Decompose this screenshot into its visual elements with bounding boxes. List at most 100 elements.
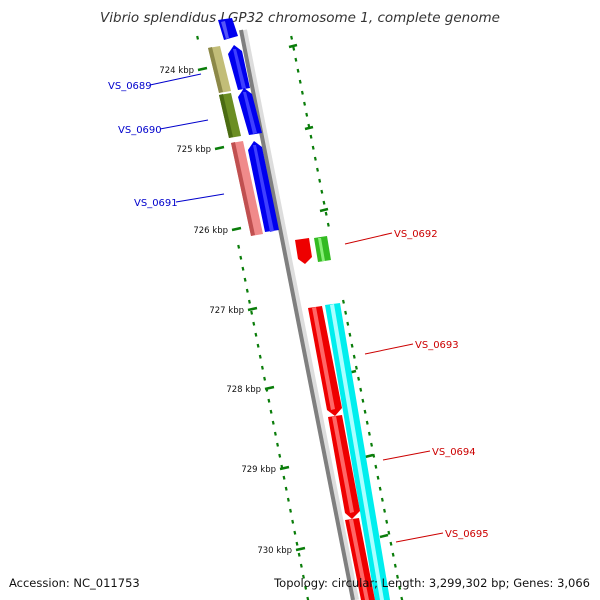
tick-dot <box>370 442 374 447</box>
tick-dot <box>295 541 299 546</box>
tick-dot <box>311 145 315 150</box>
tick-dot <box>276 442 280 447</box>
tick-dot <box>252 321 256 326</box>
gene-block-olive-shade <box>219 94 233 138</box>
kbp-ticks: 724 kbp 725 kbp 726 kbp 727 kbp 728 kbp 729 k… <box>159 43 389 556</box>
tick-dot <box>284 486 288 491</box>
tick-dot <box>380 497 384 502</box>
tick-dot <box>286 497 290 502</box>
backbone-shadow <box>241 29 359 600</box>
tick-dot <box>294 57 298 62</box>
gene-label-vs-0692[interactable]: VS_0692 <box>394 229 438 240</box>
tick-dot <box>354 365 358 370</box>
kbp-tick-mark <box>214 145 225 151</box>
tick-dot <box>387 530 391 535</box>
gene-leader-line <box>344 232 393 245</box>
map-title: Vibrio splendidus LGP32 chromosome 1, co… <box>100 10 500 26</box>
tick-dot <box>361 398 365 403</box>
gene-block-khaki-shade <box>208 47 223 93</box>
tick-dot <box>357 376 361 381</box>
kbp-tick-mark <box>319 207 329 213</box>
tick-dot <box>367 431 371 436</box>
kbp-tick-mark <box>197 66 208 72</box>
kbp-tick-mark <box>247 306 258 312</box>
tick-dot <box>374 464 378 469</box>
tick-dot <box>256 343 260 348</box>
tick-dot <box>243 277 247 282</box>
kbp-tick-label: 729 kbp <box>241 465 276 475</box>
kbp-tick-mark <box>364 453 374 459</box>
tick-dot <box>258 354 262 359</box>
tick-dot <box>269 409 273 414</box>
gene-label-vs-0690[interactable]: VS_0690 <box>118 125 162 136</box>
gene-block-cyan-hi <box>330 304 384 600</box>
tick-dot <box>297 552 301 557</box>
tick-dot <box>318 178 322 183</box>
kbp-tick-mark <box>264 385 275 391</box>
kbp-tick-mark <box>295 546 306 552</box>
tick-dot <box>322 200 326 205</box>
tick-dot <box>396 574 399 579</box>
tick-dot <box>282 475 286 480</box>
tick-dot <box>316 167 319 172</box>
tick-dot <box>239 255 243 260</box>
tick-dot <box>309 134 313 139</box>
gene-arrow-vs0692[interactable] <box>295 238 312 264</box>
tick-dot <box>237 244 241 249</box>
tick-dot <box>273 431 277 436</box>
tick-dot <box>350 343 354 348</box>
tick-dot <box>267 398 271 403</box>
gene-leader-line <box>382 450 431 461</box>
tick-dot <box>290 35 294 40</box>
gene-label-vs-0691[interactable]: VS_0691 <box>134 198 178 209</box>
tick-dot <box>300 90 304 95</box>
kbp-tick-mark <box>279 465 290 471</box>
tick-dot <box>365 420 369 425</box>
kbp-tick-mark <box>379 533 389 539</box>
tick-dot <box>292 46 296 51</box>
tick-dot <box>313 156 317 161</box>
tick-dot <box>247 299 251 304</box>
gene-arrow-vs0691-hi <box>253 145 274 232</box>
kbp-tick-mark <box>231 226 242 232</box>
kbp-tick-label: 727 kbp <box>209 306 244 316</box>
gene-arrow-vs0688-hi <box>221 21 229 39</box>
tick-dot <box>289 508 292 513</box>
tick-dot <box>326 222 330 227</box>
gene-leader-line <box>175 193 225 203</box>
genome-stats: Topology: circular; Length: 3,299,302 bp… <box>274 576 590 590</box>
gene-label-vs-0695[interactable]: VS_0695 <box>445 529 489 540</box>
tick-dot <box>250 310 254 315</box>
tick-dot <box>278 453 282 458</box>
tick-dot <box>305 112 309 117</box>
kbp-tick-label: 726 kbp <box>193 226 228 236</box>
gene-label-vs-0689[interactable]: VS_0689 <box>108 81 152 92</box>
gene-leader-line <box>149 73 202 86</box>
kbp-tick-mark <box>304 125 314 131</box>
kbp-tick-label: 724 kbp <box>159 66 194 76</box>
gene-arrow-vs0690-hi <box>243 92 257 134</box>
tick-dot <box>352 354 356 359</box>
gene-arrow-vs0695-hi <box>349 519 369 600</box>
tick-dot <box>372 453 376 458</box>
gene-leader-line <box>159 119 209 130</box>
tick-dot <box>378 486 382 491</box>
gene-label-vs-0694[interactable]: VS_0694 <box>432 447 476 458</box>
gene-block-pink-shade <box>231 142 255 236</box>
tick-dot <box>398 585 402 590</box>
gene-leader-line <box>364 343 414 355</box>
gene-labels: VS_0689 VS_0690 VS_0691 VS_0692 VS_0693 VS_06… <box>108 73 489 543</box>
kbp-tick-label: 725 kbp <box>176 145 211 155</box>
tick-dot <box>359 387 363 392</box>
gene-label-vs-0693[interactable]: VS_0693 <box>415 340 459 351</box>
gene-arrow-vs0689-hi <box>233 49 246 89</box>
gene-arrow-vs0694-hi <box>332 416 354 513</box>
tick-dot <box>383 508 386 513</box>
tick-dot <box>298 79 302 84</box>
tick-dot <box>299 563 303 568</box>
gene-leader-line <box>395 532 444 543</box>
tick-dot <box>324 211 328 216</box>
tick-dot <box>291 519 295 524</box>
tick-dot <box>260 365 264 370</box>
